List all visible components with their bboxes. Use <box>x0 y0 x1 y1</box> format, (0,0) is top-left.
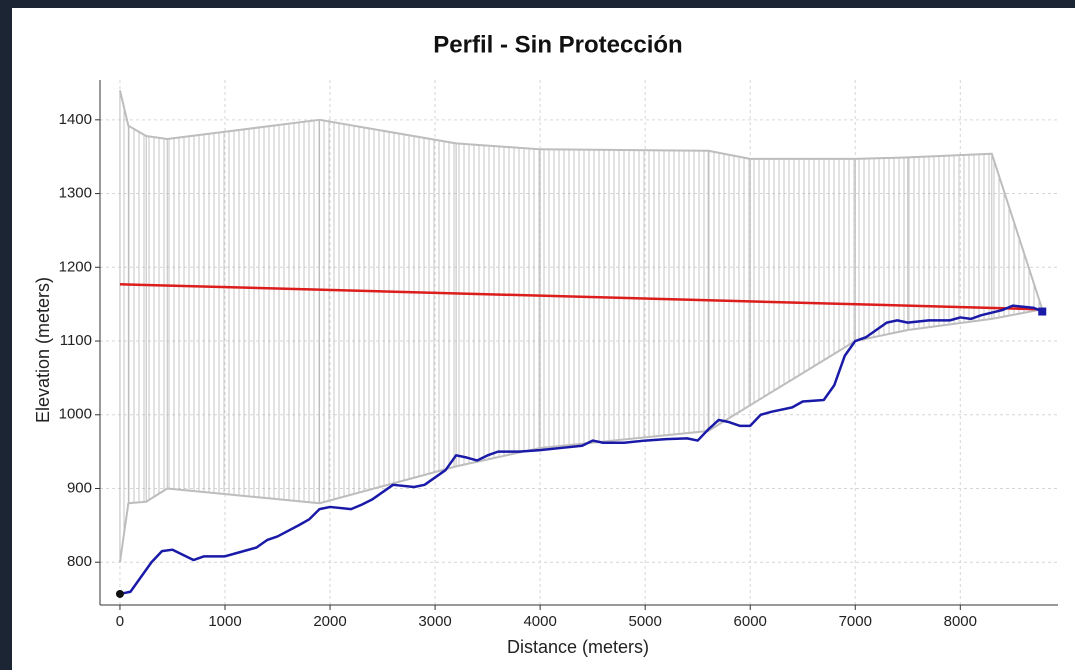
y-tick-label: 1400 <box>59 111 92 128</box>
x-tick-label: 3000 <box>418 613 451 630</box>
y-tick-label: 800 <box>67 553 92 570</box>
y-tick-label: 900 <box>67 479 92 496</box>
x-tick-label: 4000 <box>523 613 556 630</box>
x-axis-title: Distance (meters) <box>507 637 649 657</box>
y-axis-title: Elevation (meters) <box>33 277 53 423</box>
chart: Perfil - Sin Protección Distance (meters… <box>12 8 1075 670</box>
start-point <box>116 590 124 598</box>
chart-title: Perfil - Sin Protección <box>433 31 682 58</box>
page: {"chart_data": {"type": "line", "title":… <box>0 0 1075 670</box>
chart-panel: Perfil - Sin Protección Distance (meters… <box>12 8 1075 670</box>
y-tick-label: 1300 <box>59 185 92 202</box>
x-tick-label: 6000 <box>734 613 767 630</box>
end-point <box>1038 308 1046 316</box>
y-tick-label: 1100 <box>60 332 92 349</box>
x-tick-label: 8000 <box>944 613 977 630</box>
x-tick-label: 5000 <box>628 613 661 630</box>
x-tick-label: 2000 <box>313 613 346 630</box>
x-tick-label: 0 <box>116 613 124 630</box>
hatch-band <box>120 90 1042 562</box>
y-tick-label: 1000 <box>59 406 92 423</box>
x-tick-label: 7000 <box>839 613 872 630</box>
y-tick-label: 1200 <box>59 258 92 275</box>
x-tick-label: 1000 <box>208 613 241 630</box>
